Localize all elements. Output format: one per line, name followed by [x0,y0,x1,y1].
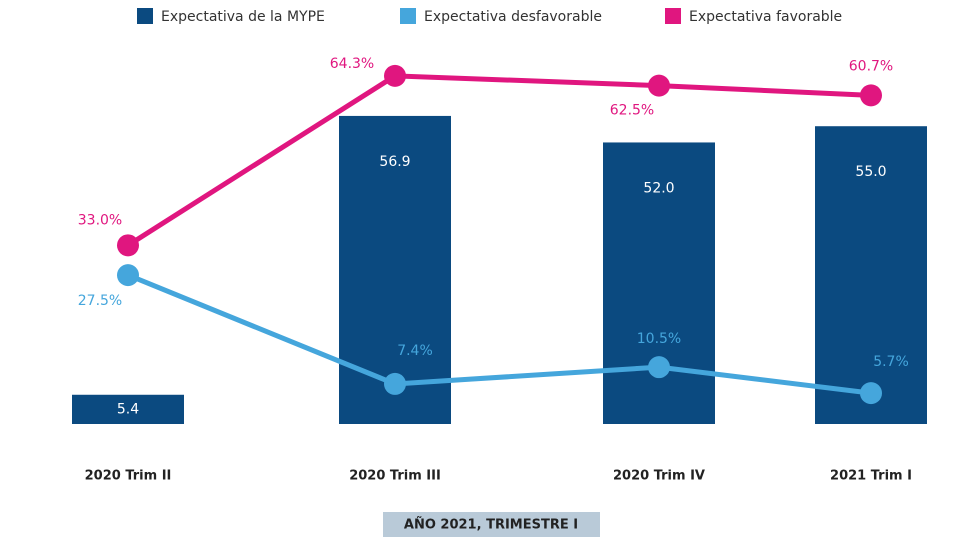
bar-label: 55.0 [855,164,886,180]
x-tick-label: 2020 Trim IV [613,469,705,484]
x-tick-label: 2020 Trim III [349,469,441,484]
bar-label: 56.9 [379,154,410,170]
point [384,64,406,87]
line [126,73,872,248]
legend-label: Expectativa desfavorable [424,9,602,25]
point-label: 5.7% [873,354,909,370]
x-tick-label: 2021 Trim I [830,469,912,484]
legend-swatch [665,8,681,24]
legend-label: Expectativa de la MYPE [161,9,325,25]
point-label: 60.7% [849,58,893,74]
point-label: 64.3% [330,56,374,72]
point-label: 7.4% [397,343,433,359]
bar-label: 5.4 [117,401,139,417]
point [860,382,882,405]
bar-label: 52.0 [643,180,674,196]
footer-box [383,512,600,537]
legend-swatch [400,8,416,24]
point-label: 10.5% [637,331,681,347]
point [117,234,139,257]
point [860,84,882,107]
point-label: 62.5% [610,103,654,119]
bar [339,115,451,425]
point [384,372,406,395]
footer: AÑO 2021, TRIMESTRE I [404,517,578,533]
legend-label: Expectativa favorable [689,9,842,25]
point [117,264,139,287]
bar [815,126,927,424]
x-tick-label: 2020 Trim II [85,469,172,484]
point-label: 27.5% [78,293,122,309]
bar [72,394,184,424]
legend-swatch [137,8,153,24]
line [127,272,872,396]
point [648,74,670,97]
point [648,356,670,379]
point-label: 33.0% [78,212,122,228]
